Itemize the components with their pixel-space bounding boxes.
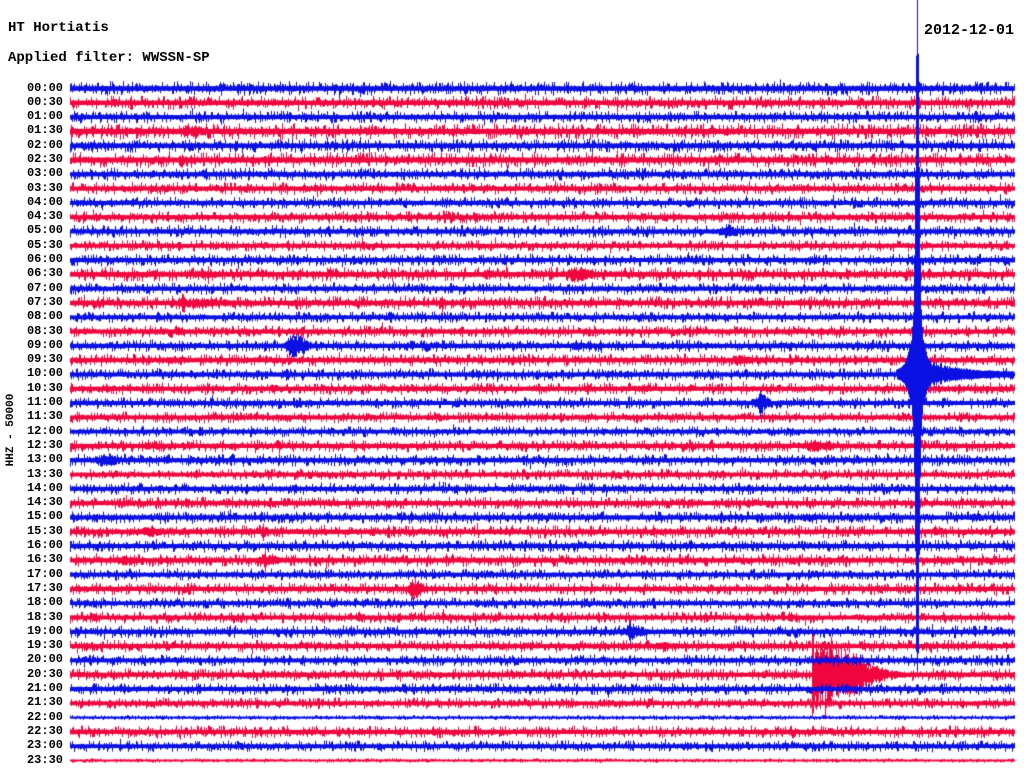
time-label: 22:00	[26, 709, 63, 724]
time-label: 14:00	[26, 480, 63, 495]
time-label: 19:00	[26, 623, 63, 638]
time-label: 23:00	[26, 738, 63, 753]
time-label: 13:00	[26, 452, 63, 467]
time-label: 12:30	[26, 437, 63, 452]
time-label: 05:30	[26, 237, 63, 252]
time-label: 19:30	[26, 638, 63, 653]
time-label: 10:30	[26, 380, 63, 395]
time-label: 09:30	[26, 352, 63, 367]
time-label: 16:30	[26, 552, 63, 567]
time-label: 00:00	[26, 80, 63, 95]
time-label: 04:00	[26, 194, 63, 209]
time-label: 20:00	[26, 652, 63, 667]
station-title: HT Hortiatis	[8, 20, 109, 36]
time-label: 08:00	[26, 309, 63, 324]
time-label: 20:30	[26, 666, 63, 681]
time-label: 21:30	[26, 695, 63, 710]
time-label: 17:30	[26, 580, 63, 595]
time-label: 15:00	[26, 509, 63, 524]
time-label: 21:00	[26, 681, 63, 696]
time-label: 10:00	[26, 366, 63, 381]
time-label: 01:30	[26, 123, 63, 138]
time-label: 03:30	[26, 180, 63, 195]
time-label: 13:30	[26, 466, 63, 481]
time-label: 18:30	[26, 609, 63, 624]
time-label: 02:00	[26, 137, 63, 152]
time-label: 02:30	[26, 151, 63, 166]
time-label: 07:30	[26, 294, 63, 309]
date-label: 2012-12-01	[923, 22, 1014, 39]
time-label: 17:00	[26, 566, 63, 581]
time-label: 11:00	[26, 395, 63, 410]
time-label: 07:00	[26, 280, 63, 295]
time-label: 00:30	[26, 94, 63, 109]
time-label: 22:30	[26, 723, 63, 738]
applied-filter-label: Applied filter: WWSSN-SP	[8, 50, 210, 66]
time-label: 08:30	[26, 323, 63, 338]
time-label: 14:30	[26, 495, 63, 510]
time-label: 23:30	[26, 752, 63, 767]
time-label: 04:30	[26, 209, 63, 224]
time-label: 11:30	[26, 409, 63, 424]
time-label: 06:30	[26, 266, 63, 281]
time-label: 05:00	[26, 223, 63, 238]
time-label: 03:00	[26, 166, 63, 181]
time-label: 18:00	[26, 595, 63, 610]
time-label: 16:00	[26, 538, 63, 553]
time-label: 01:00	[26, 109, 63, 124]
time-label: 15:30	[26, 523, 63, 538]
time-label: 06:00	[26, 252, 63, 267]
time-label: 12:00	[26, 423, 63, 438]
time-label: 09:00	[26, 337, 63, 352]
